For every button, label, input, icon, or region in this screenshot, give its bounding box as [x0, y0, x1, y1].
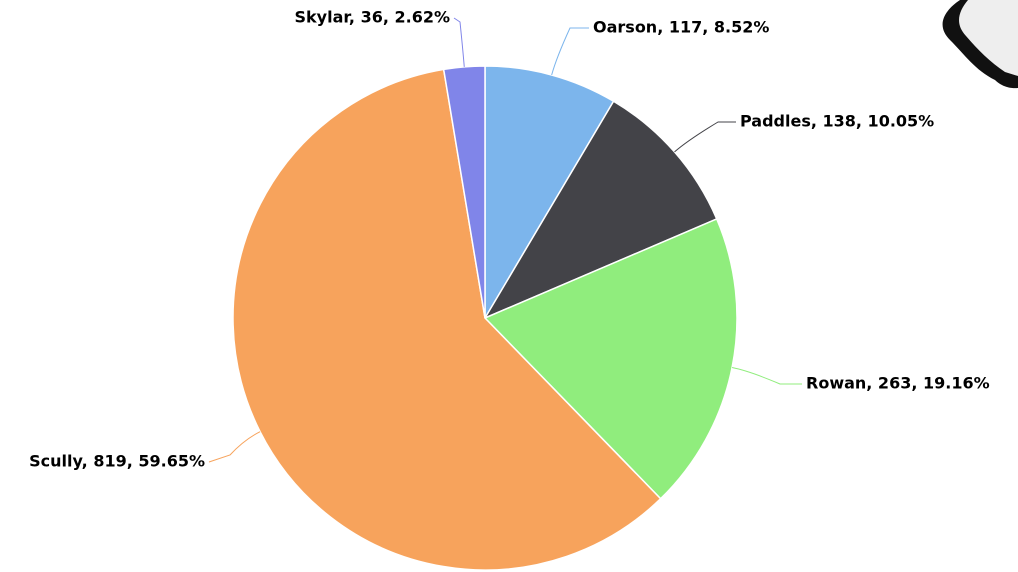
data-label: Rowan, 263, 19.16%: [806, 374, 990, 393]
decoration: [943, 0, 1018, 88]
data-label: Paddles, 138, 10.05%: [740, 112, 934, 131]
connector: [209, 432, 260, 462]
data-label: Scully, 819, 59.65%: [29, 452, 205, 471]
connector: [732, 368, 802, 384]
data-label: Skylar, 36, 2.62%: [295, 8, 450, 27]
chart: Oarson, 117, 8.52% Paddles, 138, 10.05% Ro…: [0, 0, 1018, 572]
connector: [552, 28, 589, 75]
connector: [454, 18, 464, 67]
page: {"chart_data": {"type": "pie", "values":…: [0, 0, 1018, 572]
connector: [675, 122, 736, 152]
data-label: Oarson, 117, 8.52%: [593, 18, 769, 37]
